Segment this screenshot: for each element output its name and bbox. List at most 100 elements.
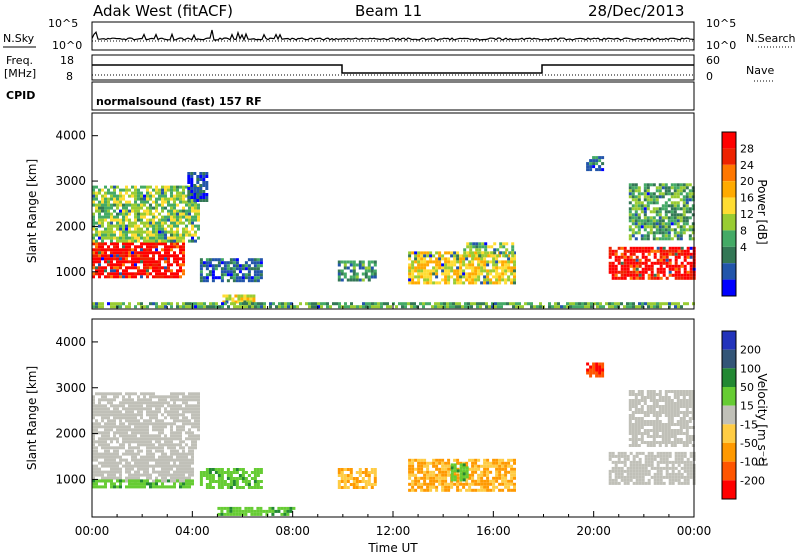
data-cell — [98, 305, 101, 309]
data-cell — [104, 248, 107, 252]
data-cell — [191, 440, 194, 444]
data-cell — [188, 302, 191, 306]
data-cell — [197, 302, 200, 306]
data-cell — [656, 249, 660, 253]
data-cell — [152, 275, 155, 279]
data-cell — [637, 444, 641, 447]
data-cell — [131, 185, 134, 189]
data-cell — [256, 261, 260, 265]
data-cell — [483, 473, 487, 477]
data-cell — [179, 233, 182, 237]
data-cell — [167, 395, 170, 399]
data-cell — [128, 470, 131, 474]
data-cell — [143, 254, 146, 258]
data-cell — [110, 215, 113, 219]
data-cell — [638, 481, 642, 485]
data-cell — [241, 486, 245, 489]
data-cell — [191, 443, 194, 447]
data-cell — [432, 473, 436, 477]
data-cell — [629, 302, 632, 306]
data-cell — [152, 416, 155, 420]
data-cell — [152, 458, 155, 462]
data-cell — [677, 302, 680, 306]
data-cell — [268, 506, 272, 510]
data-cell — [420, 254, 424, 258]
data-cell — [665, 264, 669, 268]
data-cell — [423, 278, 427, 282]
data-cell — [673, 186, 677, 190]
data-cell — [176, 410, 179, 414]
data-cell — [429, 278, 433, 282]
data-cell — [349, 275, 353, 279]
data-cell — [484, 254, 488, 258]
data-cell — [465, 275, 469, 279]
data-cell — [116, 479, 119, 483]
data-cell — [475, 254, 479, 258]
data-cell — [196, 175, 200, 178]
data-cell — [640, 192, 644, 196]
data-cell — [631, 186, 635, 190]
data-cell — [113, 467, 116, 471]
data-cell — [662, 466, 666, 470]
data-cell — [143, 248, 146, 252]
data-cell — [205, 276, 209, 280]
data-cell — [116, 239, 119, 243]
data-cell — [143, 212, 146, 216]
data-cell — [250, 486, 254, 489]
data-cell — [119, 212, 122, 216]
data-cell — [188, 410, 191, 414]
data-cell — [486, 278, 490, 282]
data-cell — [411, 482, 415, 486]
data-cell — [101, 245, 104, 249]
data-cell — [125, 236, 128, 240]
data-cell — [131, 260, 134, 264]
data-cell — [251, 302, 254, 306]
data-cell — [411, 266, 415, 270]
data-cell — [691, 402, 695, 405]
data-cell — [167, 185, 170, 189]
data-cell — [176, 212, 179, 216]
data-cell — [101, 266, 104, 270]
data-cell — [101, 254, 104, 258]
data-cell — [673, 195, 677, 199]
data-cell — [113, 464, 116, 468]
data-cell — [656, 451, 660, 455]
data-cell — [676, 432, 680, 435]
data-cell — [98, 392, 101, 396]
data-cell — [164, 275, 167, 279]
data-cell — [176, 473, 179, 477]
data-cell — [614, 267, 618, 271]
data-cell — [653, 255, 657, 259]
data-cell — [203, 305, 206, 309]
data-cell — [155, 233, 158, 237]
data-cell — [134, 212, 137, 216]
data-cell — [349, 474, 353, 477]
data-cell — [98, 404, 101, 408]
data-cell — [122, 437, 125, 441]
data-cell — [92, 260, 95, 264]
data-cell — [444, 476, 448, 480]
data-cell — [98, 260, 101, 264]
data-cell — [611, 302, 614, 306]
data-cell — [667, 225, 671, 229]
data-cell — [131, 428, 134, 432]
data-cell — [373, 260, 377, 264]
data-cell — [149, 236, 152, 240]
data-cell — [422, 302, 425, 306]
data-cell — [510, 458, 514, 462]
data-cell — [179, 431, 182, 435]
data-cell — [640, 234, 644, 238]
data-cell — [691, 213, 695, 217]
data-cell — [235, 279, 239, 283]
data-cell — [362, 305, 365, 309]
data-cell — [197, 404, 200, 408]
data-cell — [504, 272, 508, 276]
data-cell — [444, 488, 448, 492]
data-cell — [413, 302, 416, 306]
data-cell — [662, 273, 666, 277]
data-cell — [149, 410, 152, 414]
data-cell — [685, 438, 689, 441]
data-cell — [626, 270, 630, 274]
data-cell — [652, 234, 656, 238]
data-cell — [689, 273, 693, 277]
